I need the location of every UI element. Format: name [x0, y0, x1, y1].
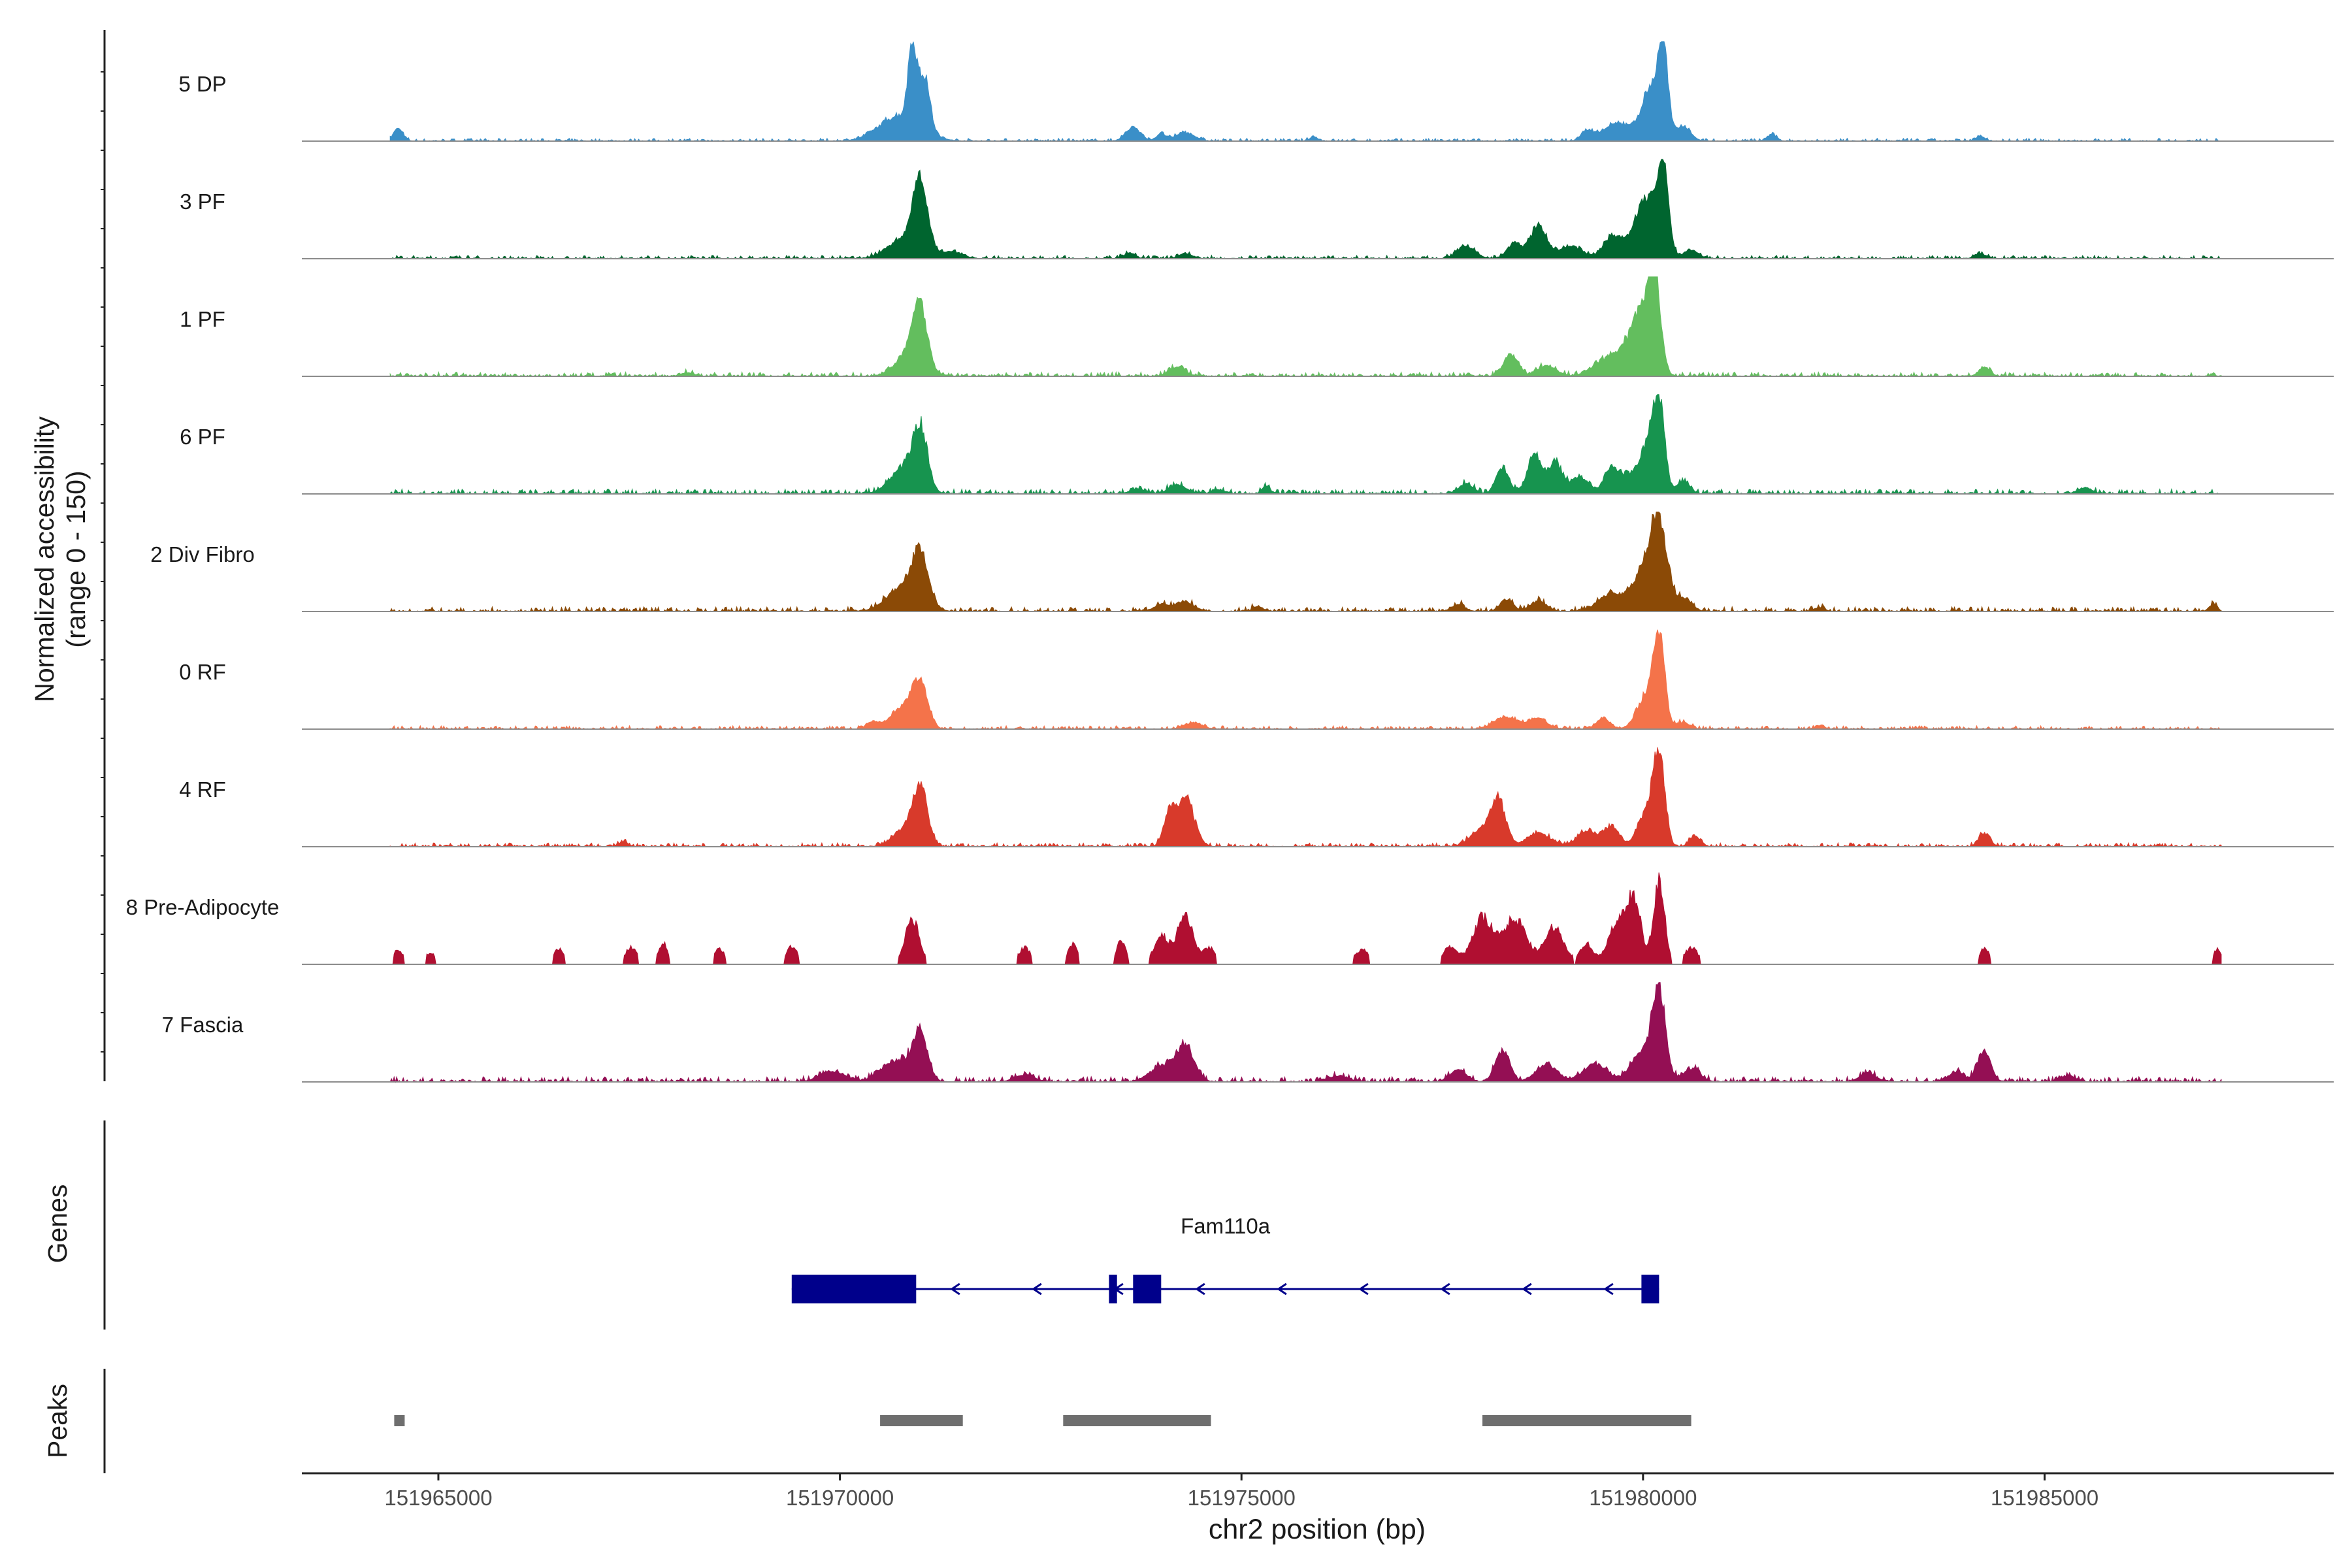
track-2-div-fibro: 2 Div Fibro [150, 512, 2334, 613]
peak-region [1063, 1415, 1211, 1426]
x-tick-label: 151965000 [384, 1486, 492, 1510]
track-label: 2 Div Fibro [150, 542, 255, 566]
coverage-area [390, 872, 2222, 965]
track-6-pf: 6 PF [180, 394, 2334, 495]
x-tick-label: 151985000 [1991, 1486, 2099, 1510]
y-axis-range-label: (range 0 - 150) [61, 470, 91, 647]
track-7-fascia: 7 Fascia [162, 982, 2334, 1083]
x-tick-label: 151980000 [1589, 1486, 1697, 1510]
gene-exon [1109, 1275, 1117, 1303]
strand-arrow [1522, 1282, 1532, 1296]
peaks-track [394, 1415, 1691, 1426]
coverage-area [389, 982, 2222, 1083]
track-0-rf: 0 RF [179, 629, 2334, 730]
coverage-area [389, 276, 2222, 378]
strand-arrow [1358, 1282, 1369, 1296]
coverage-area [389, 41, 2222, 142]
gene-exon [791, 1275, 917, 1303]
peaks-track-title: Peaks [42, 1384, 73, 1458]
x-tick-label: 151975000 [1188, 1486, 1296, 1510]
peak-region [1482, 1415, 1691, 1426]
coverage-area [389, 394, 2221, 495]
strand-arrow [950, 1282, 960, 1296]
gene-track: Fam110a [791, 1214, 1659, 1303]
track-label: 0 RF [179, 660, 226, 684]
gene-exon [1641, 1275, 1659, 1303]
track-label: 6 PF [180, 425, 225, 449]
track-label: 1 PF [180, 307, 225, 331]
track-4-rf: 4 RF [179, 747, 2334, 848]
peak-region [394, 1415, 405, 1426]
strand-arrow [1440, 1282, 1450, 1296]
genes-track-title: Genes [42, 1184, 73, 1264]
x-axis-title: chr2 position (bp) [1209, 1514, 1426, 1545]
track-label: 8 Pre-Adipocyte [126, 895, 280, 919]
coverage-area [390, 159, 2222, 260]
strand-arrow [1032, 1282, 1042, 1296]
strand-arrow [1603, 1282, 1614, 1296]
coverage-tracks: 5 DP 3 PF 1 PF 6 PF 2 Div Fibro 0 RF 4 RF 8 Pre… [126, 41, 2334, 1083]
track-5-dp: 5 DP [178, 41, 2334, 142]
strand-arrow [1277, 1282, 1287, 1296]
x-axis-ticks: 151965000 151970000 151975000 151980000 1519… [384, 1473, 2099, 1510]
coverage-axis-ticks [101, 71, 105, 1053]
track-label: 4 RF [179, 777, 226, 802]
track-1-pf: 1 PF [180, 276, 2334, 378]
x-tick-label: 151970000 [786, 1486, 894, 1510]
track-8-pre-adipocyte: 8 Pre-Adipocyte [126, 872, 2334, 965]
track-label: 3 PF [180, 189, 225, 214]
gene-label: Fam110a [1181, 1214, 1271, 1238]
track-label: 7 Fascia [162, 1013, 244, 1037]
coverage-area [389, 512, 2222, 613]
y-axis-title: Normalized accessibility [29, 416, 59, 702]
track-3-pf: 3 PF [180, 159, 2334, 260]
gene-exon [1133, 1275, 1162, 1303]
peak-region [880, 1415, 963, 1426]
coverage-area [389, 629, 2222, 730]
track-label: 5 DP [178, 72, 226, 96]
strand-arrow [1195, 1282, 1205, 1296]
coverage-area [389, 747, 2222, 848]
